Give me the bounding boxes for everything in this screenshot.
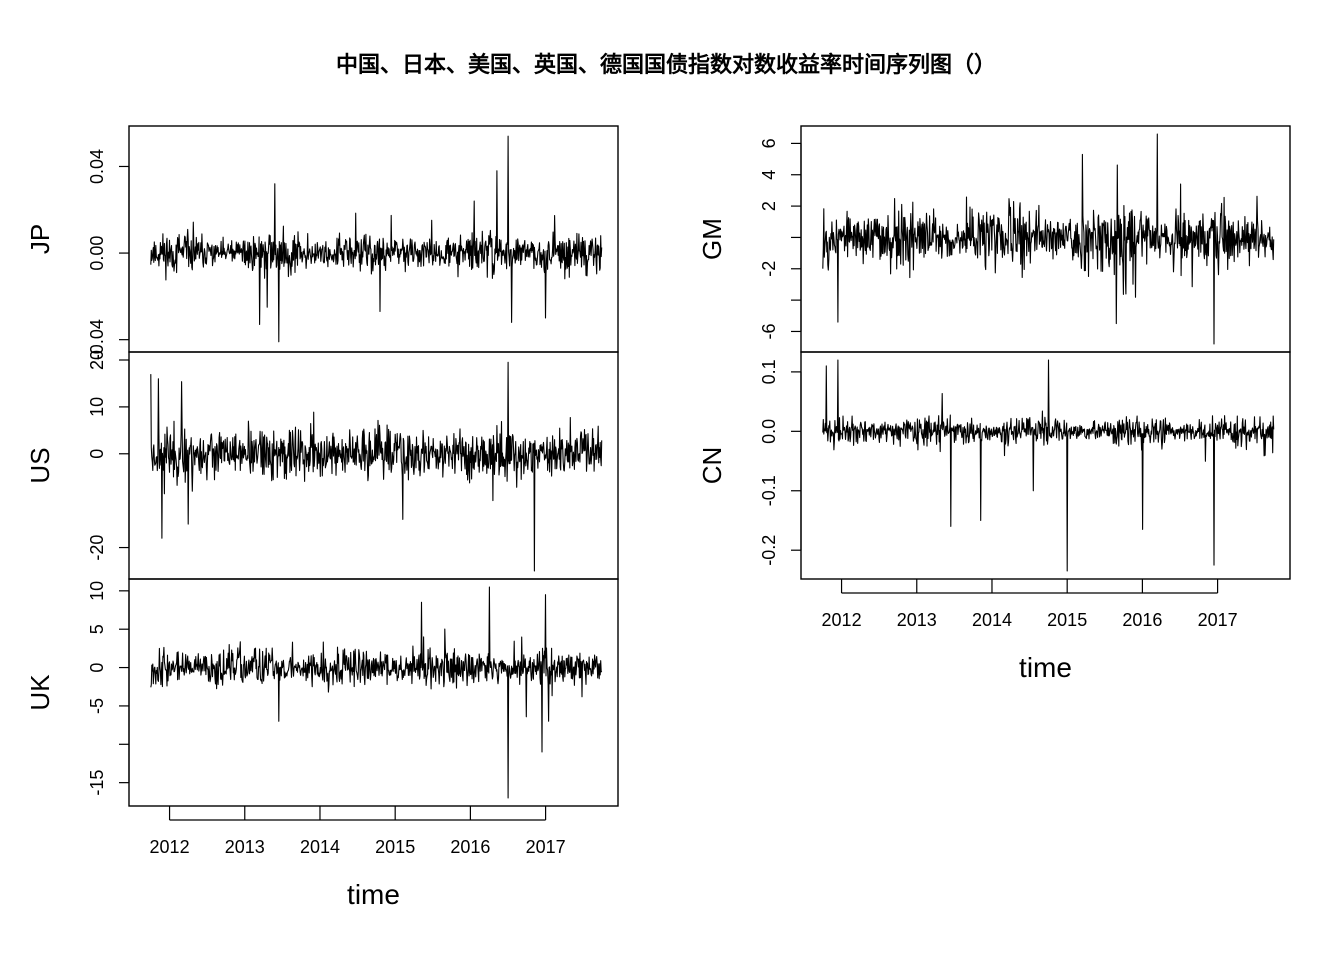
x-tick-label: 2014 [972, 610, 1012, 630]
y-tick-label: 0 [87, 663, 107, 673]
series-label-gm: GM [697, 218, 727, 260]
y-tick-label: -2 [759, 261, 779, 277]
plot-frame-cn [800, 351, 1291, 580]
series-line-us [150, 361, 603, 572]
series-label-cn: CN [697, 447, 727, 485]
y-tick-label: -0.04 [87, 319, 107, 360]
y-tick-label: 5 [87, 624, 107, 634]
series-label-jp: JP [25, 224, 55, 254]
y-tick-label: 10 [87, 397, 107, 417]
y-tick-label: 20 [87, 350, 107, 370]
x-tick-label: 2017 [526, 837, 566, 857]
series-line-cn [822, 359, 1275, 572]
x-tick-label: 2015 [375, 837, 415, 857]
x-tick-label: 2016 [1122, 610, 1162, 630]
x-tick-label: 2017 [1198, 610, 1238, 630]
x-tick-label: 2013 [897, 610, 937, 630]
chart-title: 中国、日本、美国、英国、德国国债指数对数收益率时间序列图（） [336, 52, 996, 78]
y-tick-label: 0 [87, 449, 107, 459]
y-tick-label: 6 [759, 138, 779, 148]
x-tick-label: 2012 [822, 610, 862, 630]
plot-frame-uk [128, 578, 619, 807]
series-line-uk [150, 586, 603, 799]
y-tick-label: 0.04 [87, 149, 107, 184]
x-tick-label: 2012 [150, 837, 190, 857]
y-tick-label: 4 [759, 170, 779, 180]
y-tick-label: -6 [759, 323, 779, 339]
y-tick-label: 0.0 [759, 419, 779, 444]
x-axis-title: time [347, 879, 400, 910]
y-tick-label: 0.00 [87, 236, 107, 271]
x-tick-label: 2014 [300, 837, 340, 857]
series-label-us: US [25, 447, 55, 483]
x-tick-label: 2016 [450, 837, 490, 857]
y-tick-label: 10 [87, 581, 107, 601]
y-tick-label: 2 [759, 201, 779, 211]
y-tick-label: 0.1 [759, 359, 779, 384]
x-tick-label: 2013 [225, 837, 265, 857]
series-label-uk: UK [25, 674, 55, 711]
y-tick-label: -20 [87, 535, 107, 561]
y-tick-label: -5 [87, 698, 107, 714]
y-tick-label: -15 [87, 770, 107, 796]
series-line-gm [822, 133, 1275, 345]
y-tick-label: -0.1 [759, 475, 779, 506]
x-axis-title: time [1019, 652, 1072, 683]
x-tick-label: 2015 [1047, 610, 1087, 630]
series-line-jp [150, 135, 603, 343]
y-tick-label: -0.2 [759, 535, 779, 566]
